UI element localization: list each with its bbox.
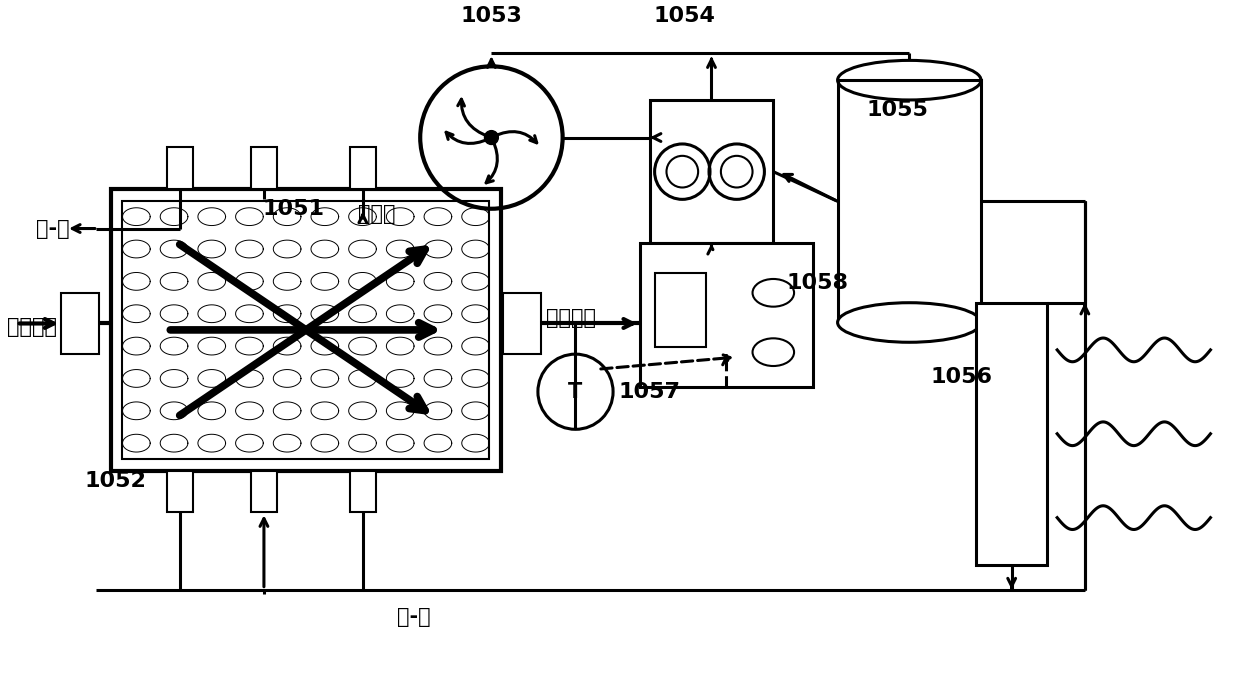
Bar: [167, 147, 192, 189]
Ellipse shape: [837, 302, 981, 342]
Bar: [350, 471, 376, 512]
Text: 气-雾: 气-雾: [398, 608, 432, 627]
Text: 1052: 1052: [84, 470, 146, 491]
Bar: [976, 302, 1048, 565]
Text: 室温空气: 室温空气: [6, 317, 57, 338]
Bar: [503, 293, 541, 354]
Text: 1051: 1051: [263, 198, 325, 219]
Text: 1057: 1057: [619, 381, 681, 402]
Bar: [655, 273, 706, 347]
Text: 气-液: 气-液: [36, 219, 71, 238]
Circle shape: [485, 130, 498, 144]
Bar: [61, 293, 99, 354]
Bar: [250, 147, 277, 189]
Bar: [123, 201, 490, 459]
Bar: [650, 100, 774, 244]
Bar: [250, 471, 277, 512]
Text: 冷却空气: 冷却空气: [546, 308, 595, 327]
Text: T: T: [568, 382, 583, 402]
Text: 1053: 1053: [460, 6, 522, 26]
Text: 1054: 1054: [653, 6, 715, 26]
Bar: [110, 189, 501, 471]
Bar: [837, 80, 981, 323]
Text: 制冷剂: 制冷剂: [358, 204, 396, 223]
Bar: [350, 147, 376, 189]
Bar: [640, 244, 813, 387]
Text: 1055: 1055: [866, 100, 928, 119]
Text: 1056: 1056: [930, 367, 992, 387]
Bar: [167, 471, 192, 512]
Text: 1058: 1058: [787, 273, 849, 293]
